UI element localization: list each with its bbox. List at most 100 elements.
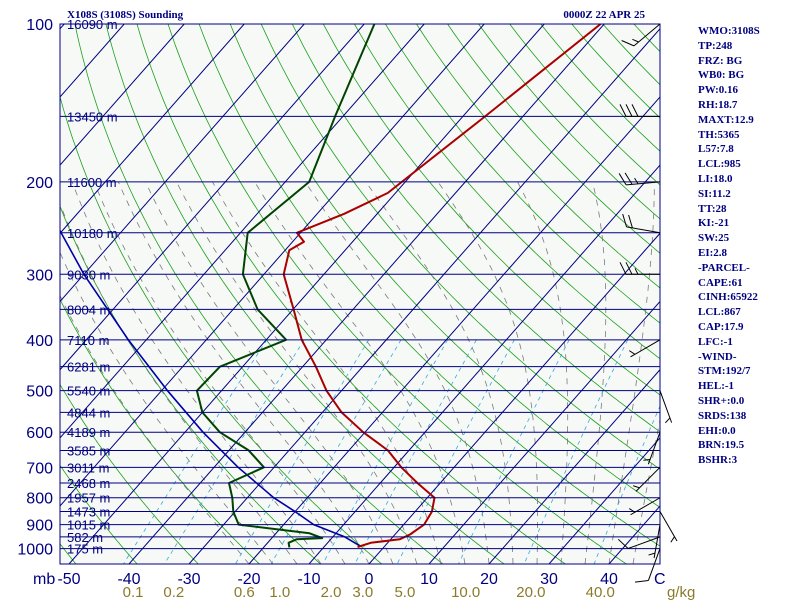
index-item: WB0: BG [698, 69, 745, 82]
moist-adiabat [60, 202, 298, 564]
wind-barb-halfflag [634, 268, 639, 275]
mixing-ratio-label: 1.0 [269, 584, 290, 600]
pressure-tick-label: 600 [26, 425, 53, 442]
temperature-tick-label: 30 [540, 571, 558, 588]
wind-barb-halfflag [643, 458, 651, 461]
wind-barbs-layer [617, 23, 678, 583]
temperature-tick-label: 20 [480, 571, 498, 588]
dry-adiabat [385, 24, 660, 324]
height-label: 3585 m [67, 443, 110, 458]
temperature-tick-label: -10 [297, 571, 320, 588]
moist-adiabat [254, 181, 466, 564]
isotherm [248, 96, 660, 564]
wind-barb [648, 524, 661, 559]
dry-adiabat [291, 24, 660, 433]
height-label: 13450 m [67, 109, 118, 124]
index-item: FRZ: BG [698, 54, 743, 67]
temperature-tick-label: 40 [600, 571, 618, 588]
index-item: SRDS:138 [698, 409, 747, 422]
dry-adiabat [60, 205, 321, 564]
index-item: MAXT:12.9 [698, 113, 754, 126]
index-item: LFC:-1 [698, 335, 733, 348]
stability-indices-panel: WMO:3108S TP:248 FRZ: BG WB0: BG PW:0.16 RH:1… [698, 24, 760, 468]
isobar-layer [59, 23, 661, 565]
mixing-ratio-line [322, 339, 448, 564]
valid-time: 0000Z 22 APR 25 [563, 9, 645, 21]
isotherm [60, 24, 245, 235]
wind-barb-flag [628, 214, 633, 229]
pressure-tick-label: 800 [26, 491, 53, 508]
dry-adiabat [416, 24, 660, 289]
pressure-tick-label: 200 [26, 175, 53, 192]
wind-barb-halfflag [664, 417, 671, 424]
temperature-tick-label: -40 [117, 571, 140, 588]
mixing-ratio-label: 5.0 [394, 584, 415, 600]
mixing-ratio-line [270, 339, 402, 564]
mixing-ratio-label: 2.0 [321, 584, 342, 600]
wind-barb-staff [630, 497, 661, 516]
mixing-ratio-line [354, 339, 477, 564]
index-item: KI:-21 [698, 217, 730, 230]
height-label: 16090 m [67, 17, 118, 32]
moist-adiabat [93, 181, 346, 564]
mixing-ratio-label: 0.2 [163, 584, 184, 600]
height-label: 6281 m [67, 360, 110, 375]
index-item: LI:18.0 [698, 172, 733, 185]
isotherm [60, 24, 365, 371]
dry-adiabat [74, 24, 444, 564]
index-item: SI:11.2 [698, 187, 731, 200]
mixing-ratio-line [234, 339, 370, 564]
index-item: CAPE:61 [698, 276, 743, 289]
wind-barb-halfflag [670, 536, 675, 543]
dry-adiabat [198, 24, 660, 547]
index-item: EHI:0.0 [698, 424, 736, 437]
mixing-ratio-label: 20.0 [516, 584, 545, 600]
wind-barb-staff [647, 548, 661, 581]
dewpoint-profile-line [195, 24, 376, 548]
isotherm [60, 24, 185, 166]
moist-adiabat [71, 181, 322, 564]
height-label: 2468 m [67, 476, 110, 491]
isotherm [60, 24, 305, 303]
height-label: 7110 m [67, 333, 109, 348]
isotherm [488, 368, 660, 564]
index-item: BRN:19.5 [698, 439, 745, 452]
wind-barb [659, 511, 678, 543]
moist-adiabat [365, 181, 514, 564]
wind-barb [659, 390, 673, 424]
mixing-ratio-label: 10.0 [451, 584, 480, 600]
mixing-ratio-label: 3.0 [352, 584, 373, 600]
moist-adiabat [304, 181, 490, 564]
index-item: WMO:3108S [698, 25, 760, 37]
wind-barb [619, 262, 660, 275]
wind-barb-staff [659, 511, 678, 542]
isotherm [548, 437, 660, 564]
index-item: CAP:17.9 [698, 320, 744, 333]
index-item: SHR+:0.0 [698, 394, 745, 407]
wind-barb-halfflag [629, 508, 636, 513]
index-item: LCL:867 [698, 306, 741, 319]
dry-adiabat [60, 464, 138, 564]
wind-barb-flag [617, 538, 629, 549]
pressure-tick-label: 300 [26, 267, 53, 284]
index-item: TP:248 [698, 39, 733, 52]
mixing-ratio-line [396, 339, 515, 564]
index-item: L57:7.8 [698, 143, 734, 156]
wind-barb-staff [630, 339, 661, 358]
temperature-tick-label: -30 [177, 571, 200, 588]
dry-adiabat [447, 24, 660, 254]
wind-barb-staff [659, 390, 673, 423]
plot-frame [59, 23, 661, 565]
index-item: STM:192/7 [698, 365, 751, 378]
index-item: HEL:-1 [698, 380, 735, 393]
height-label: 4844 m [67, 405, 110, 420]
index-item: TH:5365 [698, 128, 740, 141]
wind-barb-halfflag [648, 552, 656, 556]
wind-barb-halfflag [632, 485, 640, 489]
isotherm [308, 164, 660, 564]
profiles-layer [60, 24, 602, 548]
wind-barb-flag [624, 172, 633, 185]
moist-adiabat [176, 181, 418, 564]
wind-barb [617, 536, 661, 549]
